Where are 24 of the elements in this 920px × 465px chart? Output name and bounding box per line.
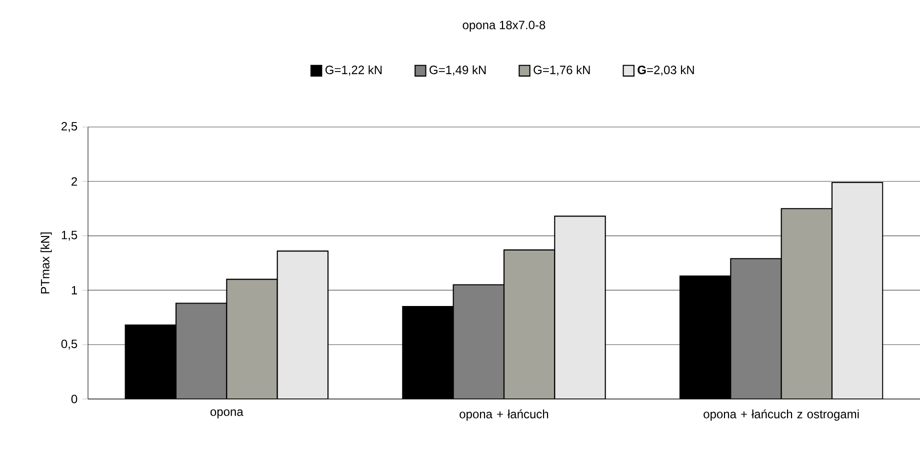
bar [175, 302, 228, 399]
bar [730, 258, 782, 399]
x-tick-label: opona + łańcuch z ostrogami [704, 409, 859, 421]
bar [226, 278, 278, 399]
legend-label: G=2,03 kN [638, 65, 694, 76]
legend-label: G=1,22 kN [325, 65, 382, 76]
y-tick-label: 1,5 [62, 230, 78, 241]
y-tick-label: 0 [71, 394, 78, 404]
bar [503, 249, 556, 399]
x-tick-label: opona [210, 409, 244, 418]
bar [780, 208, 833, 399]
bar [452, 284, 505, 399]
legend-label: G=1,76 kN [534, 65, 590, 76]
y-tick-label: 1 [72, 286, 78, 294]
x-tick-label: opona + łańcuch [460, 409, 548, 421]
chart-title: opona 18x7.0-8 [462, 20, 546, 32]
legend-label: G=1,49 kN [430, 65, 486, 76]
bar [276, 250, 329, 399]
y-tick-label: 2 [72, 177, 77, 186]
y-tick-label: 0,5 [61, 340, 78, 350]
bar [831, 182, 884, 399]
bar [554, 216, 606, 399]
y-tick-label: 2,5 [62, 122, 78, 132]
y-axis-title: PTmax [kN] [40, 232, 52, 294]
